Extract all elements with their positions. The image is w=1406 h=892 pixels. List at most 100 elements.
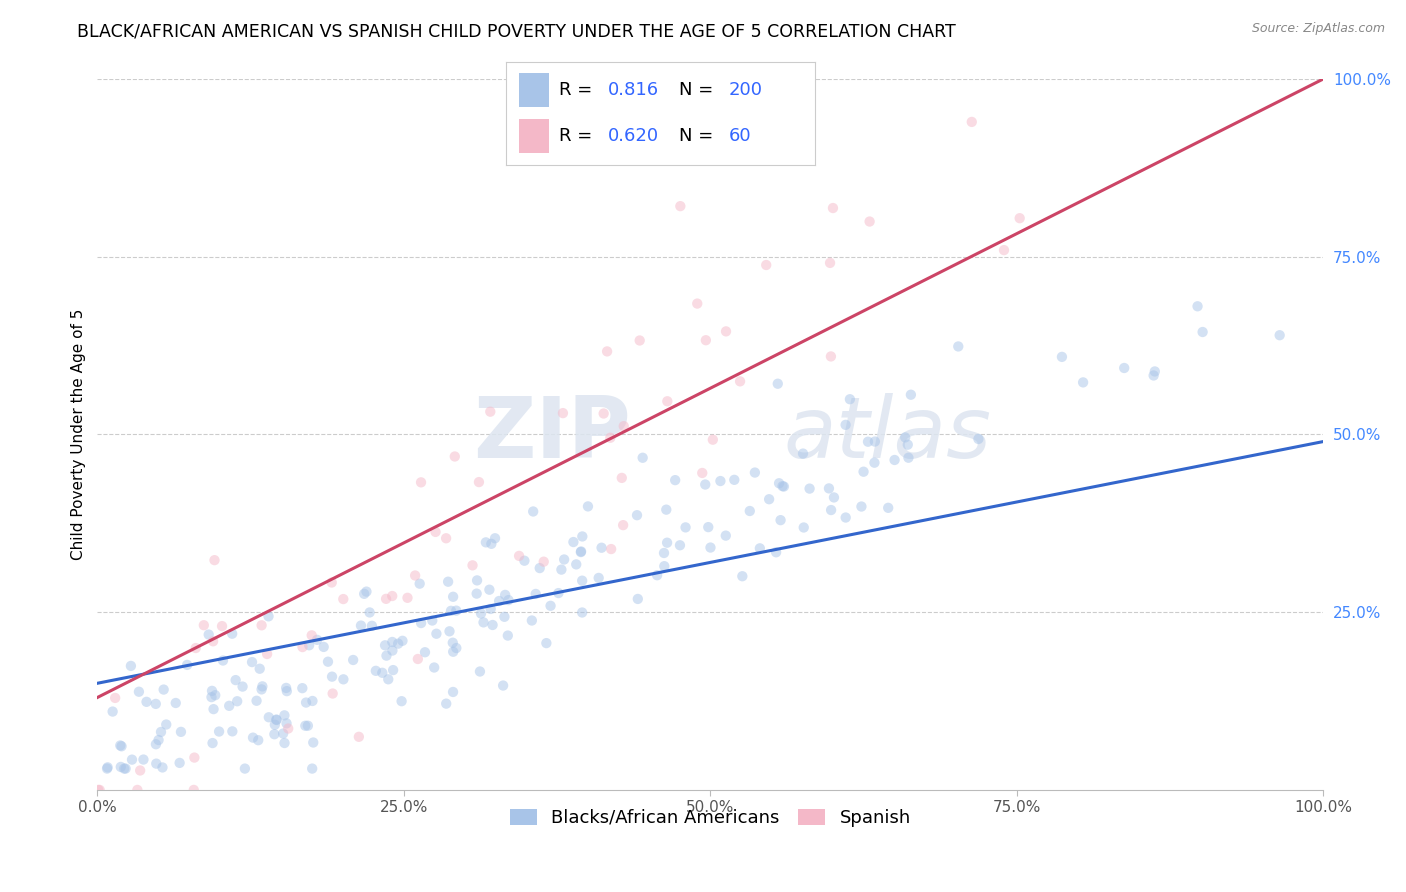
Point [588,571,610,585]
Point [439,624,461,639]
Point [465,574,488,588]
Point [758,492,780,507]
Point [257,609,280,624]
Point [858,214,880,228]
Point [967,432,990,446]
Point [571,529,593,543]
Point [406,652,429,666]
Point [256,647,278,661]
Point [728,375,751,389]
Point [249,662,271,676]
Point [723,473,745,487]
Point [250,618,273,632]
Text: N =: N = [679,80,714,99]
Point [408,576,430,591]
Point [599,431,621,445]
Point [1187,299,1209,313]
Point [1268,328,1291,343]
Point [645,568,668,582]
Point [294,719,316,733]
Point [520,614,543,628]
Point [233,762,256,776]
Point [569,544,592,558]
Point [266,713,288,727]
Point [101,705,124,719]
Point [948,339,970,353]
Point [247,733,270,747]
Point [200,690,222,705]
Point [212,653,235,667]
Point [342,653,364,667]
Point [709,474,731,488]
Point [478,582,501,597]
Point [183,783,205,797]
Point [773,479,796,493]
Point [322,687,344,701]
Point [834,417,856,432]
Point [792,446,814,460]
Point [170,724,193,739]
Point [571,574,593,588]
Point [201,736,224,750]
Point [250,682,273,697]
Point [374,638,396,652]
Point [437,574,460,589]
Text: N =: N = [679,127,714,145]
Point [766,376,789,391]
Text: R =: R = [558,80,592,99]
Point [821,201,844,215]
Point [145,697,167,711]
Point [87,783,110,797]
Y-axis label: Child Poverty Under the Age of 5: Child Poverty Under the Age of 5 [72,309,86,560]
Point [461,558,484,573]
Point [396,591,419,605]
Point [484,531,506,545]
Point [204,553,226,567]
Point [245,694,267,708]
Point [375,591,398,606]
Point [820,350,842,364]
Point [276,684,298,698]
Point [129,764,152,778]
Point [562,535,585,549]
Point [446,640,468,655]
Point [772,479,794,493]
Point [110,739,132,753]
Point [359,606,381,620]
Point [547,586,569,600]
Point [121,753,143,767]
Point [576,500,599,514]
Point [443,450,465,464]
Point [652,546,675,560]
Point [799,482,821,496]
Point [218,698,240,713]
Text: R =: R = [558,127,592,145]
Point [655,502,678,516]
Point [1114,361,1136,376]
Point [657,394,679,409]
Point [697,520,720,534]
Point [263,727,285,741]
Point [768,476,790,491]
Point [242,731,264,745]
Point [488,594,510,608]
Point [298,638,321,652]
Point [592,407,614,421]
Point [613,419,636,434]
Point [316,655,339,669]
Point [271,726,294,740]
Point [301,628,323,642]
Point [699,541,721,555]
Point [1008,211,1031,226]
Point [440,604,463,618]
Point [877,500,900,515]
Point [391,694,413,708]
Point [823,491,845,505]
Point [702,433,724,447]
Point [765,545,787,559]
Point [201,684,224,698]
Point [738,504,761,518]
Point [1191,325,1213,339]
Point [382,663,405,677]
Point [441,636,464,650]
